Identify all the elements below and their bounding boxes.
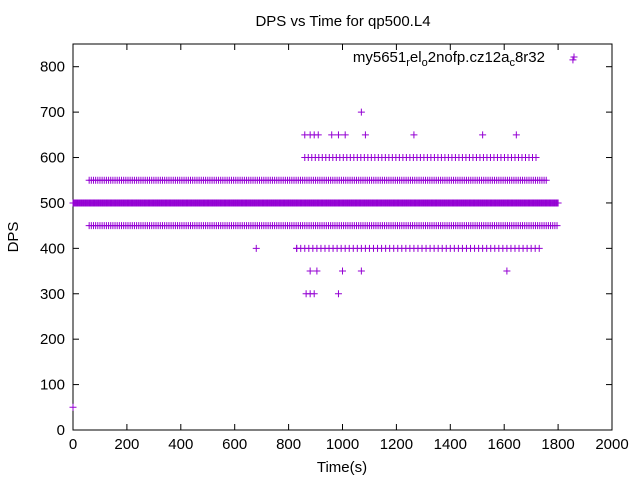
data-point (512, 131, 520, 139)
data-point (314, 131, 322, 139)
data-point (357, 267, 365, 275)
x-tick-label: 0 (69, 436, 77, 453)
data-point (569, 56, 577, 64)
y-axis-ticks: 0 100 200 300 400 500 600 700 800 (40, 59, 612, 439)
data-point (357, 108, 365, 116)
x-tick-label: 1200 (380, 436, 413, 453)
y-tick-label: 200 (40, 331, 65, 348)
data-point (535, 244, 543, 252)
data-point (361, 131, 369, 139)
x-tick-label: 1600 (488, 436, 521, 453)
data-points (69, 56, 577, 411)
y-tick-label: 700 (40, 104, 65, 121)
data-point (328, 131, 336, 139)
data-point (410, 131, 418, 139)
plot-frame (72, 43, 613, 431)
y-tick-label: 800 (40, 59, 65, 76)
data-point (334, 131, 342, 139)
legend-series-marker (570, 53, 578, 61)
y-tick-label: 600 (40, 150, 65, 167)
legend-series-label: my5651relo2nofp.cz12ac8r32 (353, 49, 545, 69)
x-tick-label: 200 (114, 436, 139, 453)
x-axis-label: Time(s) (317, 459, 367, 476)
data-point (310, 290, 318, 298)
data-point (334, 290, 342, 298)
legend: my5651relo2nofp.cz12ac8r32 (353, 49, 578, 69)
x-tick-label: 1800 (541, 436, 574, 453)
y-tick-label: 400 (40, 240, 65, 257)
data-point (252, 244, 260, 252)
y-tick-label: 100 (40, 377, 65, 394)
y-tick-label: 500 (40, 195, 65, 212)
data-point (553, 222, 561, 230)
data-point (293, 244, 301, 252)
data-point (313, 267, 321, 275)
data-point (554, 199, 562, 207)
y-tick-label: 300 (40, 286, 65, 303)
y-tick-label: 0 (57, 422, 65, 439)
data-point (341, 131, 349, 139)
data-point (339, 267, 346, 275)
legend-marker-plus (570, 53, 578, 61)
data-point (479, 131, 487, 139)
x-tick-label: 600 (222, 436, 247, 453)
x-tick-label: 1400 (434, 436, 467, 453)
y-axis-label: DPS (5, 222, 22, 253)
x-tick-label: 800 (276, 436, 301, 453)
chart-title: DPS vs Time for qp500.L4 (255, 13, 430, 30)
x-axis-ticks: 0 200 400 600 800 1000 1200 1400 1600 1800 2000 (69, 44, 629, 453)
data-point (503, 267, 511, 275)
x-tick-label: 400 (168, 436, 193, 453)
data-point (306, 267, 314, 275)
x-tick-label: 1000 (326, 436, 359, 453)
data-point (69, 403, 77, 411)
x-tick-label: 2000 (595, 436, 628, 453)
data-point (532, 154, 540, 162)
data-point (542, 176, 550, 184)
